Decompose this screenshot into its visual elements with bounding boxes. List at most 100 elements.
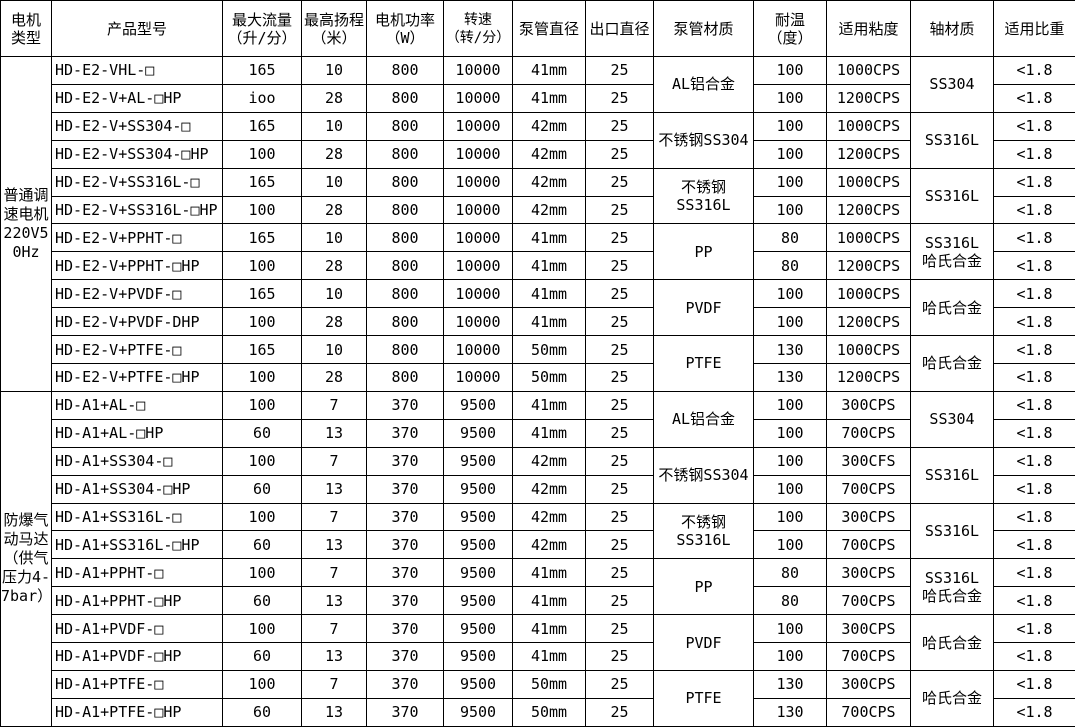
header-row: 电机 类型 产品型号 最大流量 （升/分） 最高扬程 （米） 电机功率 （W） … [0,0,1075,57]
motor-power-cell: 800 [366,83,444,113]
speed-cell: 9500 [443,502,513,532]
column-header-outlet-diameter: 出口直径 [585,0,654,57]
max-head-cell: 10 [301,56,367,85]
table-row: HD-A1+SS316L-□ 100 7 370 9500 42mm 25 不锈钢SS316L… [1,502,1075,560]
model-cell: HD-E2-V+SS316L-□ [51,167,223,197]
speed-cell: 10000 [443,279,513,309]
table-row: HD-E2-V+SS316L-□HP 100 28 800 10000 42mm 25 100… [1,195,1075,225]
table-row: HD-E2-V+PVDF-□ 165 10 800 10000 41mm 25 PVDF 100… [1,279,1075,337]
tube-material-cell: PTFE [653,335,754,392]
outlet-diameter-cell: 25 [585,195,654,225]
outlet-diameter-cell: 25 [585,251,654,281]
speed-cell: 10000 [443,167,513,197]
motor-power-cell: 370 [366,418,444,448]
max-flow-cell: 60 [222,530,302,560]
outlet-diameter-cell: 25 [585,418,654,448]
model-cell: HD-E2-V+PTFE-□ [51,335,223,364]
gravity-cell: <1.8 [993,167,1075,197]
column-header-speed: 转速 （转/分） [443,0,513,57]
max-flow-cell: 165 [222,335,302,364]
gravity-cell: <1.8 [993,418,1075,448]
shaft-material-cell: SS316L [910,111,994,169]
table-row: HD-E2-V+PTFE-□HP 100 28 800 10000 50mm 25 130 12… [1,362,1075,392]
gravity-cell: <1.8 [993,446,1075,476]
max-head-cell: 10 [301,111,367,141]
gravity-cell: <1.8 [993,279,1075,309]
speed-cell: 9500 [443,446,513,476]
model-cell: HD-A1+PPHT-□HP [51,586,223,616]
tube-diameter-cell: 41mm [512,83,586,113]
motor-power-cell: 800 [366,223,444,253]
viscosity-cell: 1200CPS [826,307,911,337]
column-header-tube-material: 泵管材质 [653,0,754,57]
temperature-cell: 100 [753,83,827,113]
tube-material-cell: AL铝合金 [653,56,754,113]
viscosity-cell: 1200CPS [826,195,911,225]
temperature-cell: 80 [753,251,827,281]
gravity-cell: <1.8 [993,586,1075,616]
gravity-cell: <1.8 [993,223,1075,253]
gravity-cell: <1.8 [993,139,1075,169]
speed-cell: 9500 [443,474,513,504]
table-row: HD-E2-V+AL-□HP ioo 28 800 10000 41mm 25 100 1200… [1,83,1075,113]
max-head-cell: 10 [301,279,367,309]
max-flow-cell: 100 [222,446,302,476]
temperature-cell: 80 [753,223,827,253]
viscosity-cell: 1200CPS [826,83,911,113]
tube-material-cell: 不锈钢SS304 [653,111,754,169]
shaft-material-cell: SS304 [910,56,994,113]
motor-power-cell: 370 [366,558,444,588]
table-row: HD-E2-V+SS304-□ 165 10 800 10000 42mm 25 不锈钢SS3… [1,111,1075,169]
viscosity-cell: 700CPS [826,642,911,671]
model-cell: HD-A1+PPHT-□ [51,558,223,588]
shaft-material-cell: SS316L 哈氏合金 [910,223,994,281]
table-row: 普通调 速电机 220V5 0Hz HD-E2-VHL-□ 165 10 800 1000… [0,56,1075,392]
temperature-cell: 100 [753,446,827,476]
viscosity-cell: 1000CPS [826,111,911,141]
motor-power-cell: 370 [366,530,444,560]
tube-diameter-cell: 41mm [512,390,586,420]
motor-type-cell: 防爆气 动马达 （供气 压力4- 7bar） [0,390,52,727]
model-cell: HD-E2-V+PVDF-□ [51,279,223,309]
speed-cell: 10000 [443,307,513,337]
speed-cell: 10000 [443,83,513,113]
temperature-cell: 100 [753,167,827,197]
model-cell: HD-A1+PVDF-□ [51,614,223,644]
max-flow-cell: 100 [222,139,302,169]
motor-power-cell: 370 [366,446,444,476]
max-head-cell: 7 [301,390,367,420]
tube-diameter-cell: 50mm [512,335,586,364]
outlet-diameter-cell: 25 [585,586,654,616]
viscosity-cell: 1200CPS [826,139,911,169]
max-head-cell: 13 [301,418,367,448]
outlet-diameter-cell: 25 [585,279,654,309]
max-flow-cell: 100 [222,558,302,588]
tube-material-cell: AL铝合金 [653,390,754,448]
shaft-material-cell: SS316L [910,446,994,504]
speed-cell: 10000 [443,362,513,392]
max-flow-cell: 100 [222,251,302,281]
outlet-diameter-cell: 25 [585,530,654,560]
outlet-diameter-cell: 25 [585,83,654,113]
viscosity-cell: 300CPS [826,669,911,699]
gravity-cell: <1.8 [993,56,1075,85]
speed-cell: 9500 [443,558,513,588]
model-cell: HD-E2-V+PTFE-□HP [51,362,223,392]
tube-material-cell: PTFE [653,669,754,727]
max-flow-cell: 100 [222,390,302,420]
outlet-diameter-cell: 25 [585,335,654,364]
max-head-cell: 7 [301,669,367,699]
temperature-cell: 130 [753,362,827,392]
tube-diameter-cell: 41mm [512,642,586,671]
max-head-cell: 28 [301,307,367,337]
max-flow-cell: 165 [222,167,302,197]
tube-diameter-cell: 41mm [512,586,586,616]
shaft-material-cell: 哈氏合金 [910,279,994,337]
max-head-cell: 28 [301,83,367,113]
gravity-cell: <1.8 [993,390,1075,420]
max-flow-cell: 100 [222,195,302,225]
max-flow-cell: ioo [222,83,302,113]
outlet-diameter-cell: 25 [585,307,654,337]
outlet-diameter-cell: 25 [585,614,654,644]
speed-cell: 10000 [443,335,513,364]
